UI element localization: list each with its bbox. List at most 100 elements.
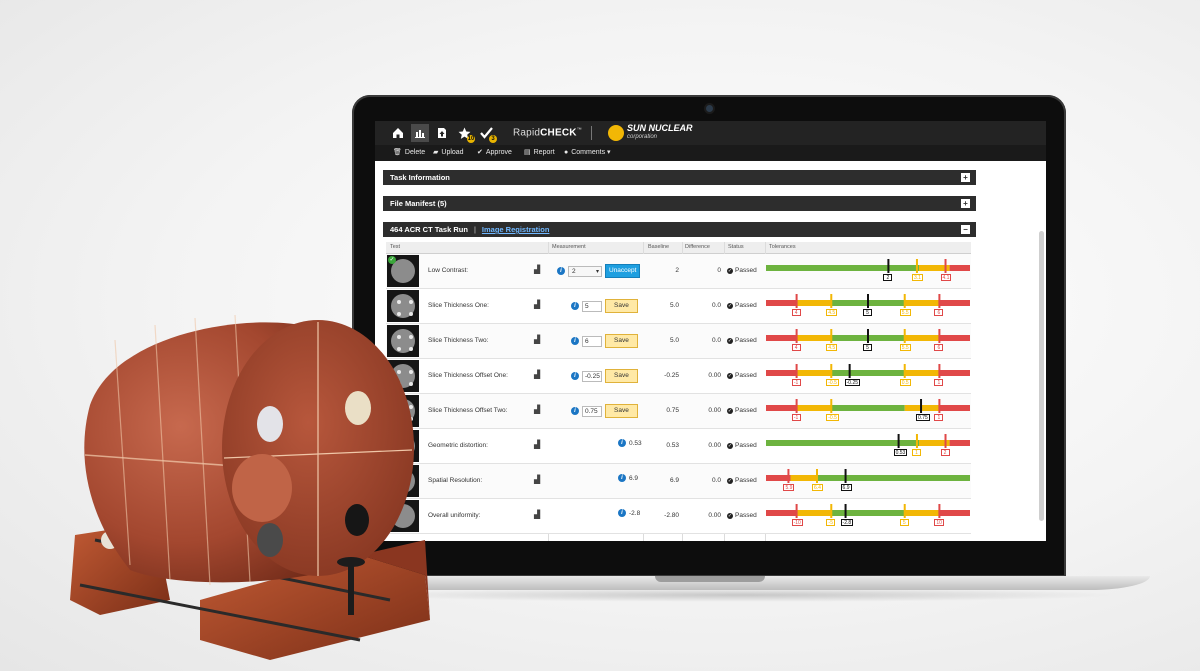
save-button[interactable]: Save <box>605 404 638 418</box>
tolerance-band <box>904 300 940 306</box>
trend-chart-icon[interactable]: ▟ <box>534 405 541 414</box>
upload-doc-icon[interactable] <box>433 124 451 142</box>
measurement-select[interactable]: 2 <box>568 265 602 277</box>
tolerance-label: 6 <box>934 309 944 316</box>
tolerance-marker <box>915 259 918 273</box>
slice-thumbnail[interactable]: ✓ <box>387 255 419 287</box>
tolerance-marker <box>787 469 790 483</box>
tolerance-label: 4 <box>791 344 801 351</box>
tolerance-band <box>939 370 970 376</box>
trend-chart-icon[interactable]: ▟ <box>534 475 541 484</box>
vertical-scrollbar[interactable] <box>1039 231 1044 521</box>
brand-tm: ™ <box>576 127 582 133</box>
table-header: Test Measurement Baseline Difference Sta… <box>386 242 971 254</box>
test-name: Low Contrast: <box>428 267 469 274</box>
info-icon[interactable]: i <box>618 474 626 482</box>
section-file-manifest[interactable]: File Manifest (5) + <box>383 196 976 211</box>
info-icon[interactable]: i <box>571 372 579 380</box>
measurement-value: 0.53 <box>629 439 642 447</box>
home-icon[interactable] <box>389 124 407 142</box>
comment-icon: ● <box>564 148 569 156</box>
tolerance-label: 4 <box>791 309 801 316</box>
info-icon[interactable]: i <box>618 439 626 447</box>
tolerance-label: 5 <box>863 344 872 351</box>
table-row: Slice Thickness One: ▟ i 5 Save 5.0 0.0 … <box>386 289 971 324</box>
passed-check-icon: ✓ <box>727 337 733 344</box>
tolerance-band <box>831 405 905 411</box>
expand-icon[interactable]: + <box>961 199 970 208</box>
upload-button[interactable]: ▰ Upload <box>433 148 464 157</box>
save-button[interactable]: Save <box>605 299 638 313</box>
approve-label: Approve <box>485 148 512 156</box>
trend-chart-icon[interactable]: ▟ <box>534 300 541 309</box>
info-icon[interactable]: i <box>571 407 579 415</box>
slice-thumbnail[interactable] <box>387 325 419 357</box>
comments-button[interactable]: ● Comments ▾ <box>564 148 611 157</box>
measurement-input[interactable]: 6 <box>582 335 602 347</box>
measurement-input[interactable]: 5 <box>582 300 602 312</box>
status-cell: ✓ Passed <box>727 477 757 484</box>
save-button[interactable]: Save <box>605 334 638 348</box>
baseline-value: 0.53 <box>666 442 679 449</box>
insert-dot <box>409 300 413 304</box>
trash-icon: 🗑 <box>393 149 402 156</box>
star-icon[interactable]: 10 <box>455 124 475 143</box>
trend-chart-icon[interactable]: ▟ <box>534 265 541 274</box>
tolerance-band <box>796 405 832 411</box>
measurement-input[interactable]: -0.25 <box>582 370 602 382</box>
tolerance-label: 5 <box>899 519 909 526</box>
image-registration-link[interactable]: Image Registration <box>481 225 550 234</box>
trend-chart-icon[interactable]: ▟ <box>534 370 541 379</box>
tolerance-label: 5.5 <box>899 344 911 351</box>
checkmark-icon[interactable]: 3 <box>477 124 497 143</box>
approve-button[interactable]: ✔ Approve <box>477 148 512 157</box>
check-icon: ✔ <box>477 149 483 156</box>
tolerance-bar: 4 4.5 5 5.5 6 <box>766 324 970 358</box>
tolerance-marker <box>830 364 833 378</box>
trend-chart-icon[interactable]: ▟ <box>534 335 541 344</box>
tolerance-bar: -1 -0.5 -0.25 0.5 1 <box>766 359 970 393</box>
sun-nuclear-logo-icon <box>608 125 624 141</box>
header-baseline: Baseline <box>648 244 670 250</box>
status-label: Passed <box>735 407 757 414</box>
tolerance-label: 4.5 <box>826 344 838 351</box>
info-icon[interactable]: i <box>557 267 565 275</box>
info-icon[interactable]: i <box>618 509 626 517</box>
tolerance-band <box>949 265 970 271</box>
save-button[interactable]: Save <box>605 369 638 383</box>
passed-check-icon: ✓ <box>727 477 733 484</box>
baseline-value: -0.25 <box>664 372 679 379</box>
tolerance-marker <box>938 399 941 413</box>
tolerance-marker <box>816 469 818 483</box>
section-task-run[interactable]: 464 ACR CT Task Run | Image Registration… <box>383 222 976 237</box>
tolerance-band <box>919 440 950 446</box>
trend-chart-icon[interactable]: ▟ <box>534 440 541 449</box>
trend-chart-icon[interactable]: ▟ <box>534 510 541 519</box>
tolerance-marker <box>903 329 906 343</box>
collapse-icon[interactable]: − <box>961 225 970 234</box>
tolerance-marker <box>795 504 798 518</box>
phantom-slice-disc <box>391 259 415 283</box>
tolerance-band <box>766 300 797 306</box>
brand-check: CHECK <box>540 127 577 139</box>
measurement-input[interactable]: 0.75 <box>582 405 602 417</box>
delete-button[interactable]: 🗑 Delete <box>393 148 425 157</box>
bar-chart-icon[interactable] <box>411 124 429 142</box>
info-icon[interactable]: i <box>571 302 579 310</box>
test-name: Geometric distortion: <box>428 442 488 449</box>
expand-icon[interactable]: + <box>961 173 970 182</box>
info-icon[interactable]: i <box>571 337 579 345</box>
insert-dot <box>409 370 413 374</box>
tolerance-band <box>939 335 970 341</box>
company-subtitle: corporation <box>627 134 658 140</box>
tolerance-label: 0.53 <box>893 449 908 456</box>
tolerance-band <box>796 300 832 306</box>
unaccept-button[interactable]: Unaccept <box>605 264 641 278</box>
report-button[interactable]: ▤ Report <box>524 148 555 157</box>
slice-thumbnail[interactable] <box>387 290 419 322</box>
section-task-information[interactable]: Task Information + <box>383 170 976 185</box>
tolerance-marker <box>830 329 833 343</box>
tolerance-label: -2.8 <box>840 519 854 526</box>
tolerance-label: 6.4 <box>812 484 823 491</box>
tolerance-label: 0.5 <box>899 379 911 386</box>
